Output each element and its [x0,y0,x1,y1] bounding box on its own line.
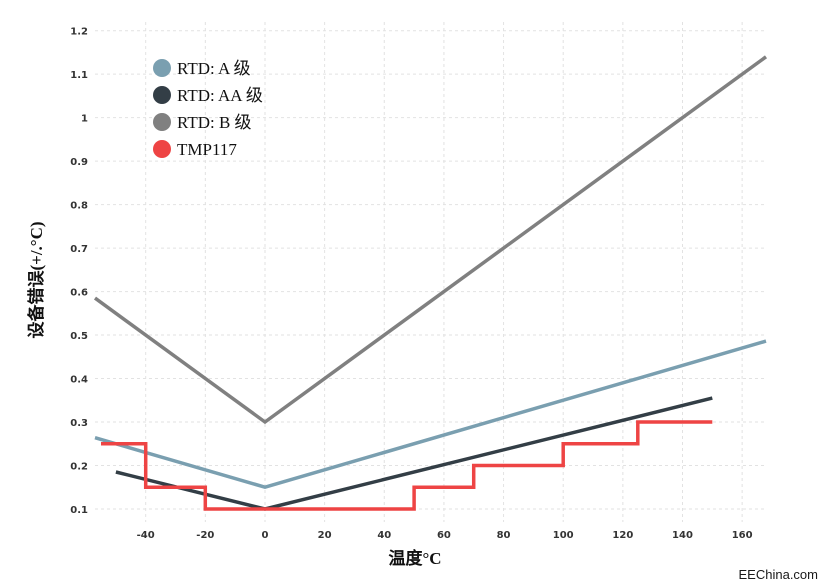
legend-label-3: TMP117 [177,140,237,159]
legend-marker-1 [153,86,171,104]
x-tick-label: 0 [262,530,269,541]
x-axis-title: 温度°C [388,548,441,568]
legend-marker-2 [153,113,171,131]
x-tick-label: 100 [553,530,574,541]
y-tick-label: 1.1 [70,70,88,81]
y-tick-label: 0.7 [70,244,88,255]
legend-marker-3 [153,140,171,158]
legend-label-2: RTD: B 级 [177,113,252,132]
y-axis-title: 设备错误(+/.°C) [26,221,46,338]
series-line-3 [101,420,713,511]
y-tick-label: 0.5 [70,331,88,342]
legend-label-0: RTD: A 级 [177,59,251,78]
x-tick-label: 20 [318,530,332,541]
series-line-0 [94,339,767,490]
y-tick-label: 1.2 [70,27,88,38]
legend: RTD: A 级 RTD: AA 级 RTD: B 级 TMP117 [153,59,263,159]
x-tick-label: 80 [497,530,511,541]
y-tick-label: 0.1 [70,505,88,516]
y-tick-label: 0.3 [70,418,88,429]
legend-marker-0 [153,59,171,77]
x-tick-label: 160 [732,530,753,541]
x-tick-label: 120 [612,530,633,541]
tick-labels: -40 -20 0 20 40 60 80 100 120 140 160 0.1 0.2 0.3 0.4 0… [70,27,752,541]
x-tick-label: -40 [137,530,155,541]
y-tick-label: 0.8 [70,201,88,212]
y-tick-label: 0.2 [70,461,88,472]
x-tick-label: 140 [672,530,693,541]
x-tick-label: 40 [377,530,391,541]
series-line-2 [93,55,768,425]
series-lines [93,55,768,511]
y-tick-label: 1 [81,114,88,125]
y-tick-label: 0.6 [70,288,88,299]
x-tick-label: -20 [196,530,214,541]
watermark: EEChina.com [739,567,818,582]
y-tick-label: 0.9 [70,157,88,168]
legend-label-1: RTD: AA 级 [177,86,263,105]
y-tick-label: 0.4 [70,375,88,386]
x-tick-label: 60 [437,530,451,541]
